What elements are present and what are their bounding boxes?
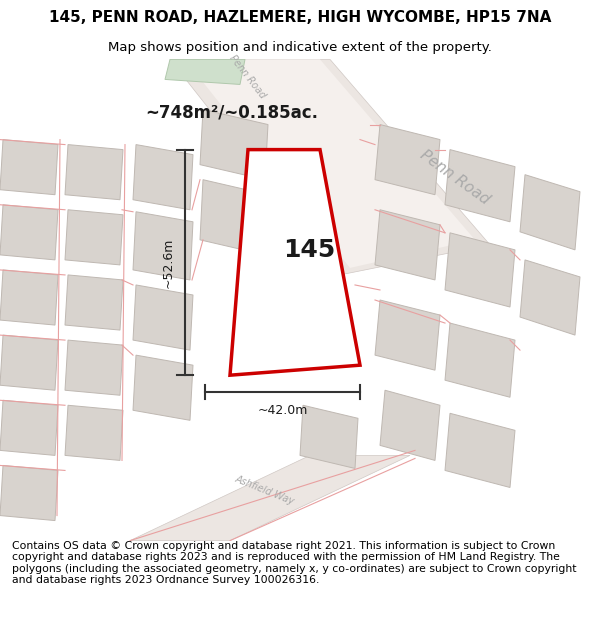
Polygon shape [0,205,58,260]
Polygon shape [0,270,58,325]
Polygon shape [133,355,193,420]
Text: ~42.0m: ~42.0m [257,404,308,418]
Polygon shape [520,174,580,250]
Text: 145: 145 [283,238,335,262]
Polygon shape [200,109,268,180]
Polygon shape [0,466,58,521]
Polygon shape [300,405,358,469]
Polygon shape [0,335,58,390]
Polygon shape [185,59,475,268]
Polygon shape [0,139,58,195]
Text: ~748m²/~0.185ac.: ~748m²/~0.185ac. [145,104,318,121]
Polygon shape [200,180,268,255]
Polygon shape [170,59,490,275]
Text: Penn Road: Penn Road [418,148,493,208]
Polygon shape [65,210,123,265]
Text: ~52.6m: ~52.6m [162,238,175,288]
Polygon shape [65,405,123,461]
Polygon shape [380,390,440,461]
Polygon shape [133,285,193,350]
Text: Map shows position and indicative extent of the property.: Map shows position and indicative extent… [108,41,492,54]
Polygon shape [165,59,245,84]
Polygon shape [133,144,193,210]
Polygon shape [520,260,580,335]
Text: Penn Road: Penn Road [227,52,267,100]
Polygon shape [375,300,440,370]
Polygon shape [0,400,58,456]
Polygon shape [130,456,410,541]
Polygon shape [445,149,515,222]
Text: 145, PENN ROAD, HAZLEMERE, HIGH WYCOMBE, HP15 7NA: 145, PENN ROAD, HAZLEMERE, HIGH WYCOMBE,… [49,9,551,24]
Polygon shape [65,340,123,395]
Polygon shape [65,144,123,200]
Polygon shape [65,275,123,330]
Polygon shape [375,124,440,195]
Polygon shape [375,210,440,280]
Text: Ashfield Way: Ashfield Way [234,474,296,507]
Polygon shape [445,413,515,488]
Polygon shape [445,233,515,307]
Polygon shape [230,149,360,375]
Polygon shape [445,323,515,398]
Polygon shape [133,212,193,280]
Text: Contains OS data © Crown copyright and database right 2021. This information is : Contains OS data © Crown copyright and d… [12,541,577,586]
